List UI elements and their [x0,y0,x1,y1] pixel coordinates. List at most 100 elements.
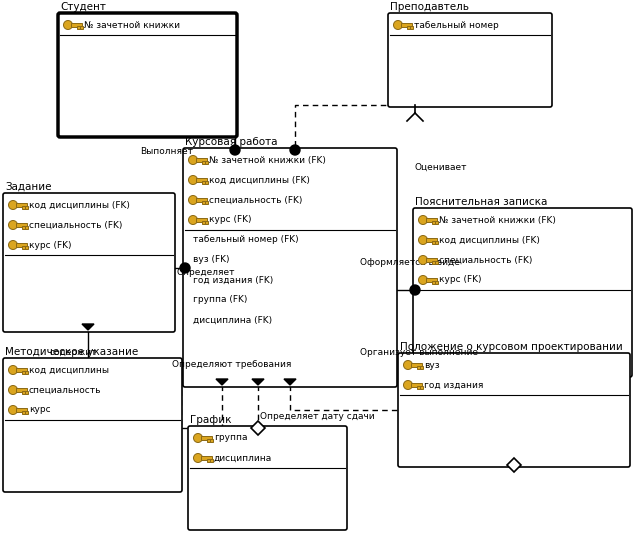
Bar [17,408,28,412]
Bar [410,26,413,29]
Text: дисциплина: дисциплина [214,454,272,462]
Bar [432,281,435,284]
Polygon shape [251,421,265,435]
Circle shape [189,156,198,165]
Bar [22,371,25,374]
Text: код дисциплины (FK): код дисциплины (FK) [29,201,130,210]
Circle shape [419,255,428,264]
Bar [202,221,205,224]
Bar [17,223,28,227]
Circle shape [193,454,202,462]
FancyBboxPatch shape [398,353,630,467]
Circle shape [419,216,428,224]
Text: специальность: специальность [29,385,102,395]
Bar [426,258,437,262]
Circle shape [8,221,17,229]
Bar [202,436,213,440]
Text: Определяет дату сдачи: Определяет дату сдачи [260,412,375,421]
Text: Курсовая работа: Курсовая работа [185,137,278,147]
Text: Оценивает: Оценивает [415,163,468,172]
Text: № зачетной книжки (FK): № зачетной книжки (FK) [439,216,556,224]
Bar [420,366,423,369]
Text: год издания (FK): год издания (FK) [193,275,273,285]
Bar [417,386,420,389]
Text: Положение о курсовом проектировании: Положение о курсовом проектировании [400,342,623,352]
Text: Определяет: Определяет [177,268,236,277]
Bar [17,388,28,392]
Text: год издания: год издания [424,380,484,390]
Bar [22,246,25,249]
Bar [435,221,438,224]
Bar [205,221,208,224]
Text: табельный номер: табельный номер [414,21,498,29]
Text: № зачетной книжки (FK): № зачетной книжки (FK) [209,156,326,165]
Circle shape [193,434,202,442]
Bar [205,181,208,184]
Bar [196,218,207,222]
Bar [25,246,28,249]
Circle shape [8,365,17,375]
Bar [412,363,422,367]
Bar [432,241,435,244]
Circle shape [393,21,402,29]
Polygon shape [507,458,521,472]
Polygon shape [252,379,264,385]
Bar [22,411,25,414]
Circle shape [404,360,413,370]
FancyBboxPatch shape [58,13,237,137]
Bar [420,386,423,389]
Bar [435,281,438,284]
Circle shape [419,275,428,285]
Text: код дисциплины (FK): код дисциплины (FK) [209,176,310,184]
Text: Пояснительная записка: Пояснительная записка [415,197,547,207]
Text: табельный номер (FK): табельный номер (FK) [193,236,299,244]
Bar [210,459,213,462]
FancyBboxPatch shape [388,13,552,107]
Bar [207,459,210,462]
Bar [205,201,208,204]
Bar [401,23,413,27]
Text: Организует выполнение: Организует выполнение [360,348,478,357]
Polygon shape [82,324,94,330]
FancyBboxPatch shape [183,148,397,387]
Circle shape [8,385,17,395]
Circle shape [64,21,73,29]
Bar [22,391,25,394]
Circle shape [290,145,300,155]
Bar [202,456,213,460]
Circle shape [8,241,17,249]
Text: дисциплина (FK): дисциплина (FK) [193,315,272,325]
Text: курс (FK): курс (FK) [29,241,71,249]
Circle shape [189,176,198,184]
Text: Методическое указание: Методическое указание [5,347,138,357]
Circle shape [8,201,17,210]
Bar [202,181,205,184]
Bar [196,198,207,202]
Bar [71,23,82,27]
Text: группа: группа [214,434,247,442]
Bar [426,238,437,242]
Bar [205,161,208,164]
Text: специальность (FK): специальность (FK) [209,196,303,204]
Circle shape [410,285,420,295]
Bar [207,439,210,442]
Text: курс (FK): курс (FK) [209,216,252,224]
Bar [432,221,435,224]
Text: вуз (FK): вуз (FK) [193,255,229,264]
Circle shape [189,196,198,204]
Bar [196,178,207,182]
Circle shape [189,216,198,224]
Circle shape [404,380,413,390]
Bar [80,26,83,29]
Text: код дисциплины: код дисциплины [29,365,109,375]
Bar [25,226,28,229]
Circle shape [419,236,428,244]
Text: Задание: Задание [5,182,52,192]
Text: специальность (FK): специальность (FK) [439,255,533,264]
Bar [22,226,25,229]
Bar [407,26,410,29]
Polygon shape [216,379,228,385]
Text: курс (FK): курс (FK) [439,275,482,285]
Bar [202,161,205,164]
Polygon shape [284,379,296,385]
